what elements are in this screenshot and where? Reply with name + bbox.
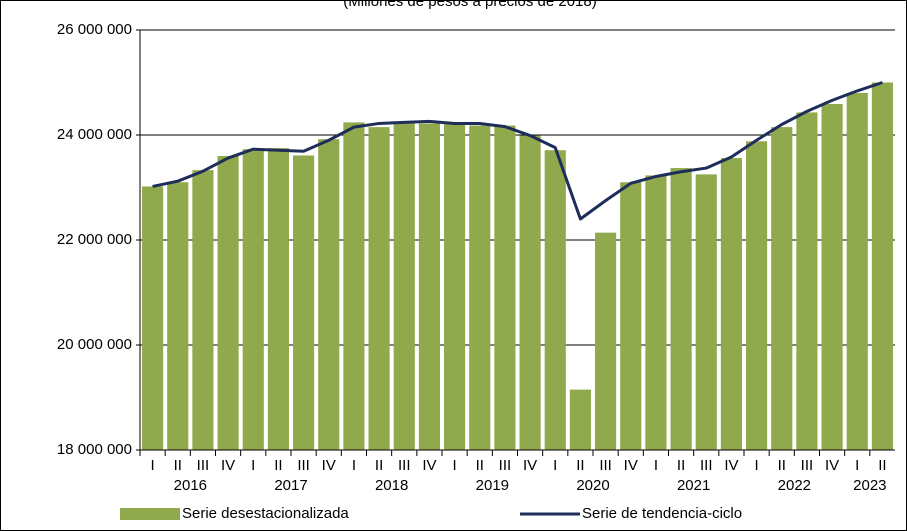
bar [318, 139, 340, 450]
bar [242, 149, 264, 451]
bar [418, 123, 440, 450]
bar [167, 182, 189, 450]
x-tick-label: III [599, 457, 612, 474]
x-tick-label: I [150, 457, 154, 474]
chart-subtitle: (Millones de pesos a precios de 2018) [343, 0, 596, 10]
x-tick-label: III [197, 457, 210, 474]
legend-label: Serie de tendencia-ciclo [582, 505, 742, 522]
legend-label: Serie desestacionalizada [182, 505, 349, 522]
y-tick-label: 20 000 000 [57, 336, 132, 353]
x-tick-label: II [476, 457, 484, 474]
x-tick-label: I [553, 457, 557, 474]
x-tick-label: I [352, 457, 356, 474]
bar [846, 93, 868, 450]
bar [871, 82, 893, 450]
bar [670, 168, 692, 450]
x-tick-label: II [274, 457, 282, 474]
x-tick-label: II [677, 457, 685, 474]
bar [620, 182, 642, 450]
bar [343, 122, 365, 451]
bar [746, 141, 768, 451]
x-tick-label: I [754, 457, 758, 474]
x-tick-label: IV [523, 457, 537, 474]
year-label: 2021 [677, 477, 710, 494]
x-tick-label: III [398, 457, 411, 474]
bar [293, 155, 315, 450]
x-tick-label: I [654, 457, 658, 474]
bar [192, 170, 214, 451]
bar [393, 121, 415, 450]
y-tick-label: 18 000 000 [57, 441, 132, 458]
x-tick-label: I [452, 457, 456, 474]
bar [771, 127, 793, 450]
x-tick-label: IV [422, 457, 436, 474]
x-tick-label: II [576, 457, 584, 474]
bar [519, 135, 541, 450]
bar [368, 127, 390, 450]
x-tick-label: IV [221, 457, 235, 474]
bar [142, 186, 164, 450]
trend-line [152, 81, 883, 221]
x-tick-label: II [174, 457, 182, 474]
year-label: 2018 [375, 477, 408, 494]
x-tick-label: IV [825, 457, 839, 474]
x-tick-label: IV [322, 457, 336, 474]
bar [444, 123, 466, 450]
x-tick-label: I [251, 457, 255, 474]
bar [695, 174, 717, 450]
year-label: 2017 [274, 477, 307, 494]
y-tick-label: 22 000 000 [57, 231, 132, 248]
bar [569, 389, 591, 450]
y-tick-label: 26 000 000 [57, 21, 132, 38]
bar [720, 158, 742, 450]
year-label: 2019 [476, 477, 509, 494]
year-label: 2016 [174, 477, 207, 494]
x-tick-label: II [878, 457, 886, 474]
x-tick-label: IV [624, 457, 638, 474]
bar [821, 104, 843, 451]
x-tick-label: II [778, 457, 786, 474]
bar [469, 125, 491, 451]
x-tick-label: III [297, 457, 310, 474]
bar [544, 150, 566, 450]
x-tick-label: III [499, 457, 512, 474]
x-tick-label: II [375, 457, 383, 474]
x-tick-label: IV [724, 457, 738, 474]
bar [217, 156, 239, 450]
y-tick-label: 24 000 000 [57, 126, 132, 143]
bar [494, 125, 516, 451]
legend-swatch [120, 508, 180, 520]
year-label: 2022 [778, 477, 811, 494]
year-label: 2023 [853, 477, 886, 494]
bar [645, 175, 667, 451]
x-tick-label: I [855, 457, 859, 474]
bar [595, 232, 617, 450]
x-tick-label: III [801, 457, 814, 474]
bar [267, 148, 289, 450]
x-tick-label: III [700, 457, 713, 474]
year-label: 2020 [576, 477, 609, 494]
bar [796, 112, 818, 451]
